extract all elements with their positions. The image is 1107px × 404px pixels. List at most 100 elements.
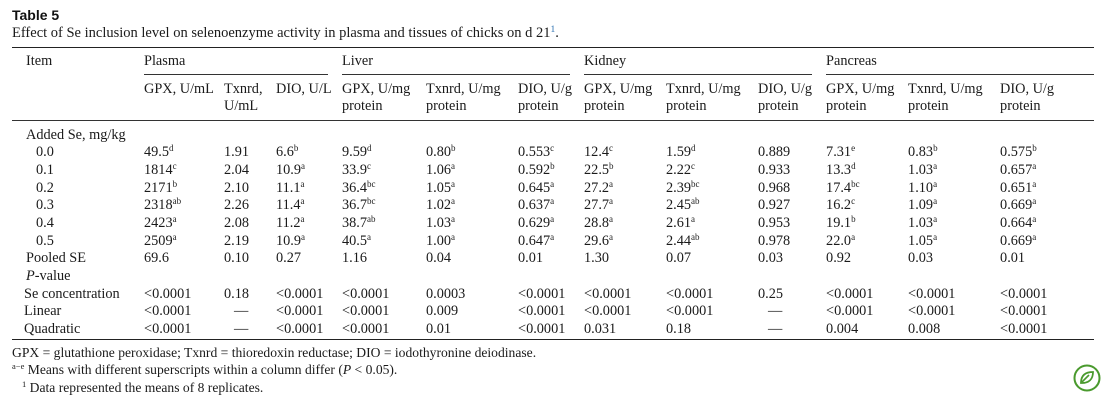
table-cell: 10.9a — [276, 160, 306, 178]
table-cell: 36.4bc — [342, 178, 376, 196]
table-cell: 1.05a — [908, 231, 938, 249]
table-cell: 0.669a — [1000, 196, 1037, 214]
table-row: 0.3 2318ab 2.26 11.4a 36.7bc 1.02a 0.637a 27.7a… — [12, 197, 1094, 215]
group-liver: Liver — [342, 48, 584, 78]
table-cell: 2509a — [144, 231, 177, 249]
footnote-abbreviations: GPX = glutathione peroxidase; Txnrd = th… — [12, 344, 537, 360]
table-cell: 7.31e — [826, 143, 856, 161]
caption-footnote-link[interactable]: 1 — [550, 25, 556, 35]
table-cell: 2171b — [144, 178, 178, 196]
table-cell: 13.3d — [826, 160, 856, 178]
table-cell: 2.61a — [666, 213, 696, 231]
table-cell: 0.01 — [1000, 250, 1026, 267]
column-header: DIO, U/g protein — [518, 80, 573, 114]
row-label: Se concentration — [24, 285, 120, 302]
table-cell: 11.1a — [276, 178, 305, 196]
table-cell: 0.645a — [518, 178, 555, 196]
pvalue-row: Linear <0.0001 — <0.0001 <0.0001 0.009 <0.0001… — [12, 303, 1094, 321]
table-cell: 1.59d — [666, 143, 696, 161]
table-cell: 1.10a — [908, 178, 938, 196]
table-cell: 0.01 — [518, 250, 544, 267]
row-label: 0.0 — [36, 144, 54, 161]
table-cell: 1814c — [144, 160, 177, 178]
table-row: 0.5 2509a 2.19 10.9a 40.5a 1.00a 0.647a 29.6a 2.… — [12, 231, 1094, 251]
table-cell: 0.637a — [518, 196, 555, 214]
table-cell: 0.18 — [666, 321, 759, 340]
table-cell: — — [768, 303, 783, 320]
table-cell: 2.19 — [224, 232, 250, 249]
table-cell: 27.2a — [584, 178, 614, 196]
table-cell: 0.27 — [276, 250, 302, 267]
group-plasma: Plasma — [144, 48, 342, 78]
table-cell: 0.18 — [224, 285, 250, 302]
column-header: Txnrd, U/mg protein — [426, 80, 501, 114]
table-cell: — — [758, 321, 827, 340]
table-block: Table 5 Effect of Se inclusion level on … — [12, 6, 1095, 396]
table-cell: 0.03 — [908, 250, 934, 267]
section-label: Added Se, mg/kg — [26, 126, 126, 143]
table-cell: <0.0001 — [276, 285, 324, 302]
table-cell: <0.0001 — [518, 321, 585, 340]
table-cell: 11.4a — [276, 196, 305, 214]
table-cell: 0.03 — [758, 250, 784, 267]
table-caption: Effect of Se inclusion level on selenoen… — [12, 25, 559, 41]
data-table: Item Plasma Liver Kidney Pancreas GPX, U… — [12, 47, 1095, 340]
table-cell: <0.0001 — [342, 285, 390, 302]
row-label: 0.4 — [36, 214, 54, 231]
pvalue-row: Quadratic <0.0001— <0.0001 <0.0001 0.01 <0.00… — [12, 321, 1095, 340]
table-cell: <0.0001 — [342, 303, 390, 320]
table-row: 0.1 1814c 2.04 10.9a 33.9c 1.06a 0.592b 22.5b 2.… — [12, 160, 1094, 180]
table-cell: 1.09a — [908, 196, 938, 214]
table-cell: 33.9c — [342, 160, 372, 178]
table-cell: 0.927 — [758, 197, 791, 214]
table-cell: 0.04 — [426, 250, 452, 267]
row-label: Pooled SE — [26, 250, 86, 267]
footnote-superscripts: a−e Means with different superscripts wi… — [12, 361, 398, 378]
table-cell: 2.26 — [224, 197, 250, 214]
table-cell: 0.669a — [1000, 231, 1037, 249]
table-cell: <0.0001 — [1000, 303, 1048, 320]
table-cell: 0.592b — [518, 160, 555, 178]
table-cell: 2.39bc — [666, 178, 700, 196]
table-cell: 0.0003 — [426, 285, 466, 302]
table-cell: 27.7a — [584, 196, 614, 214]
table-cell: <0.0001 — [584, 303, 632, 320]
table-cell: 1.03a — [908, 213, 938, 231]
table-cell: 16.2c — [826, 196, 856, 214]
table-cell: 0.031 — [584, 321, 667, 340]
column-header: Txnrd, U/mL — [224, 80, 263, 114]
column-header: DIO, U/g protein — [1000, 80, 1055, 114]
table-cell: 1.02a — [426, 196, 456, 214]
column-header-row: GPX, U/mL Txnrd, U/mL DIO, U/L GPX, U/mg prot… — [12, 78, 1095, 120]
table-cell: 0.80b — [426, 143, 456, 161]
table-cell: <0.0001 — [1000, 285, 1048, 302]
column-header: DIO, U/g protein — [758, 80, 813, 114]
table-cell: 0.933 — [758, 161, 791, 178]
table-cell: <0.0001 — [144, 321, 224, 340]
table-cell: 12.4c — [584, 143, 614, 161]
table-cell: <0.0001 — [276, 321, 342, 340]
table-cell: 22.0a — [826, 231, 856, 249]
table-cell: 22.5b — [584, 160, 614, 178]
row-label: 0.1 — [36, 161, 54, 178]
leaf-badge-icon[interactable] — [1073, 364, 1101, 392]
table-cell: <0.0001 — [826, 303, 874, 320]
table-cell: 0.629a — [518, 213, 555, 231]
column-header: GPX, U/mg protein — [584, 80, 653, 114]
table-cell: 2.04 — [224, 161, 250, 178]
column-header: GPX, U/mL — [144, 80, 214, 97]
column-header: DIO, U/L — [276, 80, 332, 97]
table-cell: 0.575b — [1000, 143, 1037, 161]
pvalue-section-row: P-value — [12, 268, 1094, 286]
table-cell: 0.553c — [518, 143, 555, 161]
table-cell: 19.1b — [826, 213, 856, 231]
table-cell: 1.06a — [426, 160, 456, 178]
table-cell: <0.0001 — [144, 285, 192, 302]
table-cell: 49.5d — [144, 143, 174, 161]
table-cell: 1.03a — [908, 160, 938, 178]
table-label: Table 5 — [12, 7, 60, 23]
table-cell: <0.0001 — [342, 321, 426, 340]
column-header: GPX, U/mg protein — [826, 80, 895, 114]
group-pancreas: Pancreas — [826, 48, 1095, 78]
table-cell: 10.9a — [276, 231, 306, 249]
